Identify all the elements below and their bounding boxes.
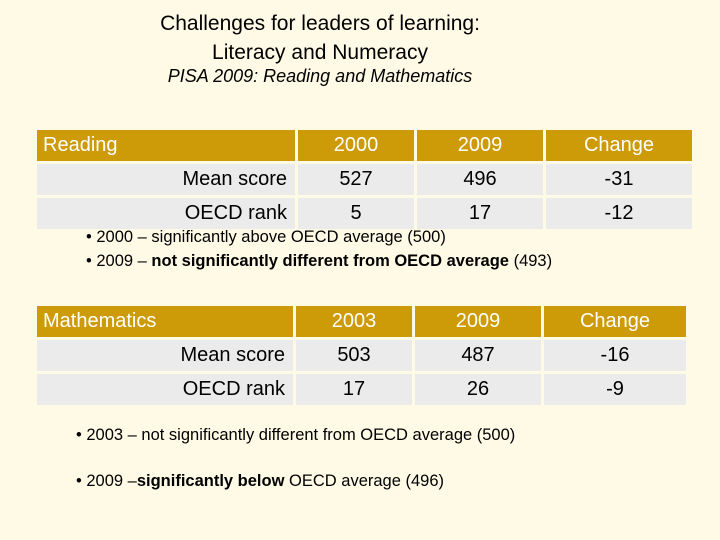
cell-value: -31 bbox=[546, 164, 692, 195]
table-row: Mean score 503 487 -16 bbox=[37, 340, 686, 371]
reading-header-label: Reading bbox=[37, 130, 295, 161]
cell-value: -12 bbox=[546, 198, 692, 229]
cell-value: 496 bbox=[417, 164, 543, 195]
reading-header-col3: Change bbox=[546, 130, 692, 161]
slide-title-line-2: Literacy and Numeracy bbox=[212, 41, 428, 64]
table-row: Mean score 527 496 -31 bbox=[37, 164, 692, 195]
math-header-label: Mathematics bbox=[37, 306, 293, 337]
reading-header-col2: 2009 bbox=[417, 130, 543, 161]
cell-value: 17 bbox=[417, 198, 543, 229]
list-item: • 2000 – significantly above OECD averag… bbox=[86, 228, 446, 246]
reading-table: Reading 2000 2009 Change Mean score 527 … bbox=[34, 127, 695, 232]
math-note-1: • 2003 – not significantly different fro… bbox=[76, 426, 516, 444]
row-label: OECD rank bbox=[37, 374, 293, 405]
math-header-col2: 2009 bbox=[415, 306, 541, 337]
list-item: • 2009 – not significantly different fro… bbox=[86, 252, 553, 270]
table-row: OECD rank 17 26 -9 bbox=[37, 374, 686, 405]
cell-value: 5 bbox=[298, 198, 414, 229]
cell-value: 26 bbox=[415, 374, 541, 405]
reading-notes: • 2000 – significantly above OECD averag… bbox=[86, 225, 552, 273]
math-header-col3: Change bbox=[544, 306, 686, 337]
reading-header-row: Reading 2000 2009 Change bbox=[37, 130, 692, 161]
row-label: Mean score bbox=[37, 164, 295, 195]
cell-value: -9 bbox=[544, 374, 686, 405]
math-note-2: • 2009 –significantly below OECD average… bbox=[76, 472, 445, 490]
cell-value: 503 bbox=[296, 340, 412, 371]
math-header-col1: 2003 bbox=[296, 306, 412, 337]
mathematics-table: Mathematics 2003 2009 Change Mean score … bbox=[34, 303, 689, 408]
reading-header-col1: 2000 bbox=[298, 130, 414, 161]
row-label: OECD rank bbox=[37, 198, 295, 229]
math-header-row: Mathematics 2003 2009 Change bbox=[37, 306, 686, 337]
cell-value: 487 bbox=[415, 340, 541, 371]
cell-value: 17 bbox=[296, 374, 412, 405]
table-row: OECD rank 5 17 -12 bbox=[37, 198, 692, 229]
cell-value: -16 bbox=[544, 340, 686, 371]
slide-subtitle: PISA 2009: Reading and Mathematics bbox=[167, 66, 473, 86]
slide-title-line-1: Challenges for leaders of learning: bbox=[160, 12, 480, 35]
cell-value: 527 bbox=[298, 164, 414, 195]
row-label: Mean score bbox=[37, 340, 293, 371]
